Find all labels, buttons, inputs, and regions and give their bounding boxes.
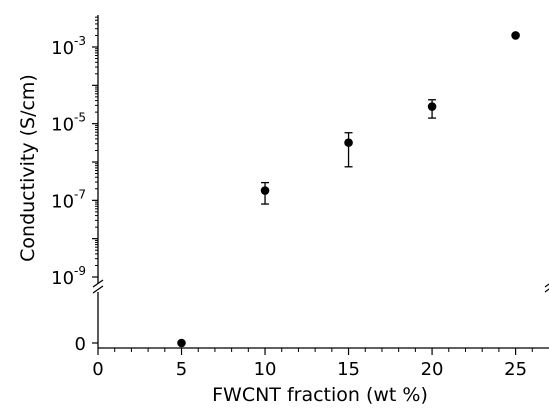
y-axis-title: Conductivity (S/cm) <box>17 74 39 262</box>
data-points <box>177 31 520 348</box>
y-axis-break-mark <box>92 279 104 288</box>
ticks <box>92 16 533 355</box>
x-axis-title: FWCNT fraction (wt %) <box>212 384 428 406</box>
x-tick-label: 20 <box>421 359 444 380</box>
right-break-mark <box>544 283 549 288</box>
data-point <box>511 31 520 40</box>
x-tick-label: 25 <box>504 359 527 380</box>
right-break-mark <box>544 288 549 293</box>
tick-labels: 0 5 10 15 20 25 10-3 10-5 10-7 10-9 0 <box>51 34 527 380</box>
x-tick-label: 0 <box>92 359 103 380</box>
axes <box>92 15 549 349</box>
y-axis-break-mark <box>92 285 104 294</box>
x-tick-label: 15 <box>337 359 360 380</box>
data-point <box>260 186 270 195</box>
y-tick-label: 0 <box>75 334 86 355</box>
x-tick-label: 10 <box>254 359 277 380</box>
y-tick-label: 10-7 <box>51 187 86 212</box>
data-point <box>427 102 437 111</box>
y-tick-label: 10-5 <box>51 111 86 136</box>
y-tick-label: 10-3 <box>51 34 86 59</box>
data-point <box>344 138 353 147</box>
x-tick-label: 5 <box>176 359 187 380</box>
y-tick-label: 10-9 <box>51 264 86 289</box>
error-bars <box>261 99 437 205</box>
data-point <box>177 338 186 348</box>
